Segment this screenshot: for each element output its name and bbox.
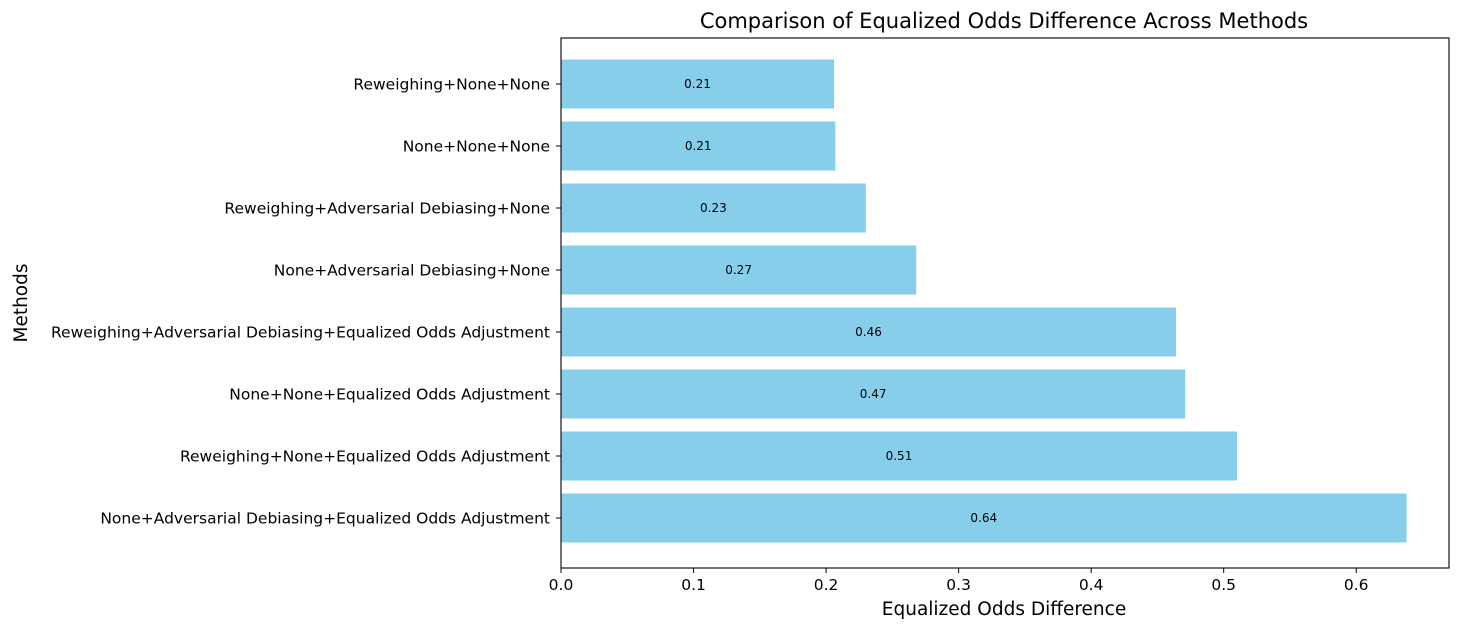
bar bbox=[561, 121, 836, 171]
bar bbox=[561, 59, 835, 109]
bar-value-label: 0.27 bbox=[725, 263, 752, 277]
x-axis: 0.0 0.1 0.2 0.3 0.4 0.5 0.6 bbox=[549, 568, 1369, 594]
y-tick-label: None+None+None bbox=[403, 138, 550, 156]
bar-value-label: 0.21 bbox=[685, 139, 712, 153]
bar-value-label: 0.46 bbox=[855, 325, 882, 339]
x-tick-label: 0.4 bbox=[1079, 576, 1104, 594]
y-tick-label: None+Adversarial Debiasing+Equalized Odd… bbox=[100, 510, 550, 528]
y-tick-label: Reweighing+None+None bbox=[353, 76, 550, 94]
x-tick-label: 0.2 bbox=[814, 576, 839, 594]
x-axis-title: Equalized Odds Difference bbox=[882, 599, 1126, 620]
y-axis-title: Methods bbox=[11, 263, 32, 342]
plot-frame bbox=[560, 37, 1450, 569]
y-tick-label: Reweighing+Adversarial Debiasing+Equaliz… bbox=[51, 324, 550, 342]
x-tick-label: 0.5 bbox=[1211, 576, 1236, 594]
y-tick-label: None+Adversarial Debiasing+None bbox=[274, 262, 550, 280]
y-tick-label: Reweighing+None+Equalized Odds Adjustmen… bbox=[180, 448, 550, 466]
x-tick-label: 0.1 bbox=[681, 576, 706, 594]
bar-value-labels: 0.64 0.51 0.47 0.46 0.27 0.23 0.21 0.21 bbox=[684, 77, 997, 525]
x-tick-label: 0.6 bbox=[1344, 576, 1369, 594]
chart-title: Comparison of Equalized Odds Difference … bbox=[700, 9, 1308, 33]
bars-group bbox=[561, 59, 1407, 543]
x-tick-label: 0.0 bbox=[549, 576, 574, 594]
bar-value-label: 0.23 bbox=[700, 201, 727, 215]
bar-value-label: 0.47 bbox=[860, 387, 887, 401]
bar bbox=[561, 307, 1176, 357]
bar bbox=[561, 431, 1237, 481]
bar bbox=[561, 493, 1407, 543]
bar-value-label: 0.21 bbox=[684, 77, 711, 91]
y-tick-label: Reweighing+Adversarial Debiasing+None bbox=[224, 200, 550, 218]
y-tick-label: None+None+Equalized Odds Adjustment bbox=[229, 386, 550, 404]
bar-value-label: 0.51 bbox=[886, 449, 913, 463]
y-axis: None+Adversarial Debiasing+Equalized Odd… bbox=[51, 76, 561, 528]
bar bbox=[561, 369, 1186, 419]
bar bbox=[561, 183, 866, 233]
bar-value-label: 0.64 bbox=[970, 511, 997, 525]
bar bbox=[561, 245, 917, 295]
x-tick-label: 0.3 bbox=[946, 576, 971, 594]
